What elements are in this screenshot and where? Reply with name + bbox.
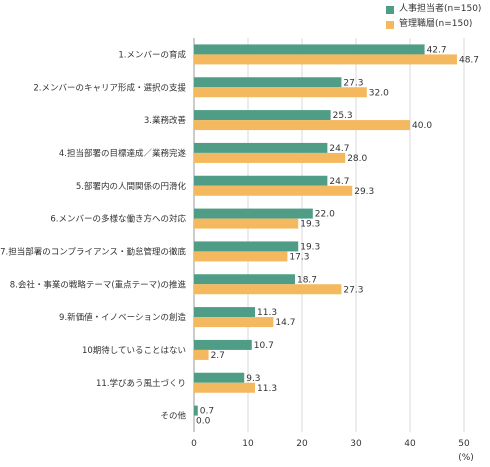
bar (194, 77, 342, 88)
x-tick-label: 50 (458, 439, 470, 449)
data-label: 27.3 (343, 285, 363, 295)
data-label: 40.0 (412, 121, 432, 131)
data-label: 9.3 (246, 374, 260, 384)
category-label: 10期待していることはない (82, 345, 186, 356)
bar (194, 284, 342, 295)
data-label: 24.7 (329, 177, 349, 187)
bar (194, 349, 209, 360)
data-label: 48.7 (459, 55, 479, 65)
category-label: 1.メンバーの育成 (118, 49, 186, 60)
bar (194, 382, 256, 393)
category-label: その他 (160, 411, 186, 422)
bar (194, 44, 425, 55)
data-label: 19.3 (300, 220, 320, 230)
bar (194, 87, 367, 98)
data-label: 28.0 (347, 154, 367, 164)
category-label: 4.担当部署の目標達成／業務完遂 (59, 148, 187, 159)
x-tick-label: 30 (350, 439, 362, 449)
legend-item-series1: 人事担当者(n=150) (386, 2, 481, 17)
bar (194, 372, 245, 383)
bar (194, 175, 328, 186)
data-label: 22.0 (315, 210, 335, 220)
bar (194, 241, 299, 252)
data-label: 0.7 (200, 407, 214, 417)
bar (194, 54, 457, 65)
legend-swatch-series1 (386, 5, 394, 14)
category-label: 5.部署内の人間関係の円滑化 (76, 181, 187, 192)
data-label: 19.3 (300, 242, 320, 252)
bar (194, 218, 299, 229)
data-label: 14.7 (275, 318, 295, 328)
legend-label-series1: 人事担当者(n=150) (399, 4, 482, 14)
bar (194, 110, 331, 121)
data-label: 10.7 (254, 341, 274, 351)
x-tick-label: 40 (404, 439, 416, 449)
category-label: 6.メンバーの多様な働き方への対応 (50, 214, 186, 225)
bar (194, 274, 295, 285)
category-label: 3.業務改善 (144, 115, 187, 126)
data-label: 18.7 (297, 275, 317, 285)
legend: 人事担当者(n=150) 管理職層(n=150) (386, 2, 481, 32)
category-label: 2.メンバーのキャリア形成・選択の支援 (33, 82, 186, 93)
data-label: 32.0 (369, 88, 389, 98)
bar (194, 307, 256, 318)
bar (194, 208, 313, 219)
data-label: 29.3 (354, 187, 374, 197)
data-label: 2.7 (211, 351, 225, 361)
legend-item-series2: 管理職層(n=150) (386, 17, 481, 32)
bar (194, 120, 410, 131)
bar (194, 317, 274, 328)
x-unit-label: (%) (458, 453, 474, 463)
bar (194, 142, 328, 153)
data-label: 24.7 (329, 144, 349, 154)
data-label: 17.3 (289, 252, 309, 262)
bar (194, 251, 288, 262)
bar (194, 152, 346, 163)
category-label: 11.学びあう風土づくり (96, 378, 186, 389)
category-label: 9.新価値・イノベーションの創造 (59, 312, 186, 323)
bar (194, 339, 252, 350)
data-label: 27.3 (343, 78, 363, 88)
legend-swatch-series2 (386, 20, 394, 29)
bar (194, 185, 353, 196)
data-label: 42.7 (427, 45, 447, 55)
data-label: 11.3 (257, 384, 277, 394)
data-label: 11.3 (257, 308, 277, 318)
x-tick-label: 20 (296, 439, 308, 449)
bar (194, 405, 198, 416)
category-label: 7.担当部署のコンプライアンス・勤怠管理の徹底 (0, 246, 186, 257)
x-tick-label: 10 (242, 439, 254, 449)
data-label: 0.0 (196, 417, 211, 427)
category-label: 8.会社・事業の戦略テーマ(重点テーマ)の推進 (10, 279, 187, 290)
x-tick-label: 0 (191, 439, 197, 449)
data-label: 25.3 (333, 111, 353, 121)
legend-label-series2: 管理職層(n=150) (399, 19, 473, 29)
